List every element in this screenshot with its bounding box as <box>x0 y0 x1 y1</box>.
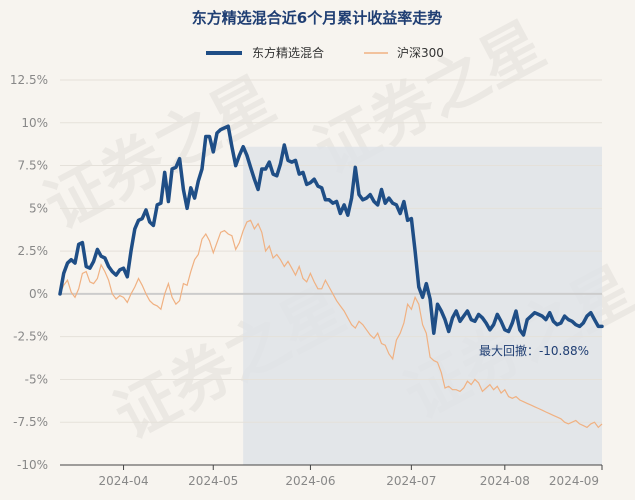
y-axis: 12.5% 10% 7.5% 5% 2.5% 0% -2.5% -5% -7.5% -10% <box>10 73 48 472</box>
legend-label-fund: 东方精选混合 <box>252 45 324 60</box>
legend-label-index: 沪深300 <box>397 46 444 60</box>
drawdown-shaded-region <box>243 146 602 465</box>
x-tick-label: 2024-06 <box>285 474 335 488</box>
x-tick-label: 2024-09 <box>549 474 599 488</box>
y-tick-label: -2.5% <box>13 330 48 344</box>
chart-title: 东方精选混合近6个月累计收益率走势 <box>192 9 442 27</box>
x-axis: 2024-04 2024-05 2024-06 2024-07 2024-08 2024-… <box>60 464 603 488</box>
series-line-fund <box>58 124 604 337</box>
y-tick-label: 5% <box>29 201 48 215</box>
y-tick-label: 0% <box>29 287 48 301</box>
x-tick-label: 2024-04 <box>98 474 148 488</box>
y-tick-label: -7.5% <box>13 415 48 429</box>
y-tick-label: -10% <box>17 458 48 472</box>
x-tick-label: 2024-08 <box>480 474 530 488</box>
series-line-hs300 <box>59 219 603 429</box>
legend: 东方精选混合 沪深300 <box>206 45 444 60</box>
y-tick-label: 10% <box>21 116 48 130</box>
y-tick-label: 12.5% <box>10 73 48 87</box>
y-tick-label: 7.5% <box>18 159 49 173</box>
max-drawdown-annotation: 最大回撤：-10.88% <box>479 343 589 358</box>
x-tick-label: 2024-07 <box>386 474 436 488</box>
y-tick-label: -5% <box>25 372 48 386</box>
x-tick-label: 2024-05 <box>188 474 238 488</box>
y-tick-label: 2.5% <box>18 244 49 258</box>
